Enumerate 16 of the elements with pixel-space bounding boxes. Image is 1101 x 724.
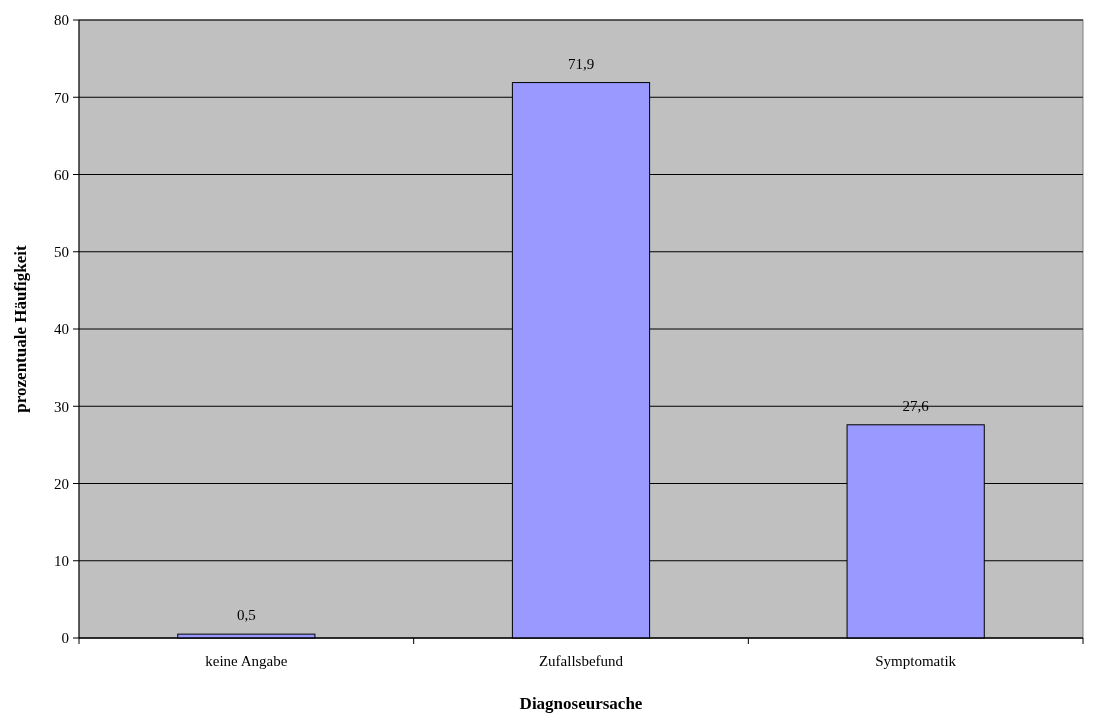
x-tick-label: keine Angabe [205, 653, 288, 669]
y-axis-title: prozentuale Häufigkeit [11, 245, 30, 413]
x-tick-label: Symptomatik [875, 653, 957, 669]
x-axis-title: Diagnoseursache [519, 694, 643, 713]
y-tick-label: 0 [61, 630, 69, 647]
data-label: 0,5 [236, 607, 256, 624]
y-tick-label: 60 [54, 166, 69, 183]
x-tick-label: Zufallsbefund [538, 653, 624, 669]
data-label: 71,9 [567, 55, 595, 72]
y-tick-label: 50 [54, 244, 69, 260]
y-tick-label: 10 [54, 553, 69, 569]
y-tick-label: 40 [54, 321, 69, 338]
y-tick-label: 70 [54, 89, 69, 106]
y-tick-label: 20 [54, 475, 69, 492]
y-tick-label: 80 [54, 12, 69, 29]
y-tick-label: 30 [54, 398, 69, 415]
